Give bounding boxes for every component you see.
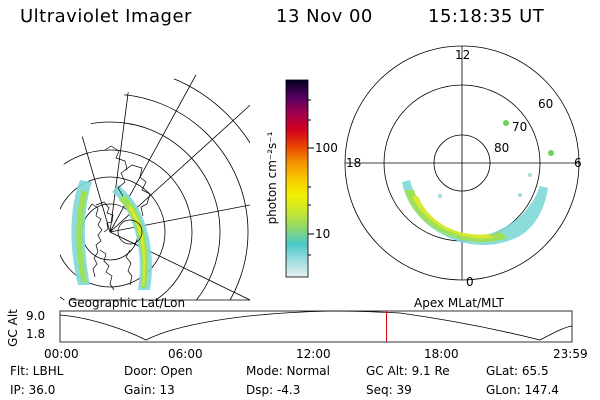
status-door: Door: Open bbox=[124, 364, 193, 378]
apex-caption: Apex MLat/MLT bbox=[414, 296, 504, 310]
colorbar-unit-label: photon cm⁻²s⁻¹ bbox=[265, 131, 279, 225]
status-mode: Mode: Normal bbox=[246, 364, 330, 378]
polar-mlt-18: 18 bbox=[346, 156, 362, 170]
status-glat: GLat: 65.5 bbox=[486, 364, 549, 378]
timeline-tick-1200: 12:00 bbox=[296, 347, 331, 361]
timeline-plot bbox=[59, 310, 573, 343]
status-gc-alt: GC Alt: 9.1 Re bbox=[366, 364, 450, 378]
polar-lat-70: 70 bbox=[512, 120, 528, 134]
timeline-y-bottom: 1.8 bbox=[26, 327, 46, 341]
geographic-map bbox=[60, 65, 250, 300]
colorbar-tick-100: 100 bbox=[315, 141, 338, 155]
timeline-tick-1800: 18:00 bbox=[424, 347, 459, 361]
timeline-tick-0000: 00:00 bbox=[44, 347, 79, 361]
gc-altitude-curve bbox=[59, 310, 573, 341]
timeline-y-top: 9.0 bbox=[26, 309, 46, 323]
instrument-title: Ultraviolet Imager bbox=[20, 6, 192, 27]
polar-lat-80: 80 bbox=[494, 141, 510, 155]
polar-lat-60: 60 bbox=[538, 97, 554, 111]
colorbar bbox=[285, 79, 309, 278]
polar-mlt-12: 12 bbox=[455, 48, 471, 62]
longitude-lines bbox=[60, 65, 250, 300]
status-ip: IP: 36.0 bbox=[10, 383, 56, 397]
status-flt: Flt: LBHL bbox=[10, 364, 64, 378]
status-gain: Gain: 13 bbox=[124, 383, 175, 397]
polar-mlt-6: 6 bbox=[574, 156, 582, 170]
timeline-axis-label: GC Alt bbox=[6, 309, 20, 347]
polar-mlt-0: 0 bbox=[466, 275, 474, 289]
status-seq: Seq: 39 bbox=[366, 383, 412, 397]
polar-aurora bbox=[402, 120, 554, 246]
geographic-caption: Geographic Lat/Lon bbox=[68, 296, 186, 310]
time-label: 15:18:35 UT bbox=[428, 6, 545, 27]
date-label: 13 Nov 00 bbox=[276, 6, 373, 27]
geographic-coastline bbox=[87, 145, 151, 291]
geographic-aurora bbox=[71, 180, 152, 290]
polar-plot bbox=[344, 45, 580, 281]
colorbar-ticks bbox=[308, 99, 314, 256]
colorbar-tick-10: 10 bbox=[315, 227, 331, 241]
status-glon: GLon: 147.4 bbox=[486, 383, 559, 397]
timeline-tick-2359: 23:59 bbox=[553, 347, 588, 361]
status-dsp: Dsp: -4.3 bbox=[246, 383, 301, 397]
timeline-tick-0600: 06:00 bbox=[168, 347, 203, 361]
